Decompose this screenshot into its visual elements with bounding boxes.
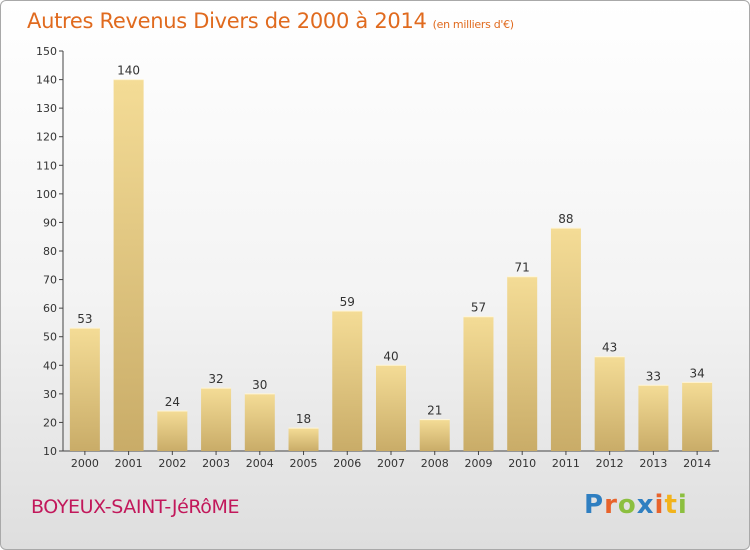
- y-tick-label: 30: [43, 388, 57, 401]
- y-tick-label: 40: [43, 359, 57, 372]
- y-tick-label: 80: [43, 245, 57, 258]
- proxiti-logo[interactable]: Proxiti: [584, 490, 688, 520]
- x-tick-label: 2002: [158, 457, 186, 470]
- x-tick-label: 2001: [115, 457, 143, 470]
- x-tick-label: 2010: [508, 457, 536, 470]
- y-tick-label: 120: [36, 131, 57, 144]
- y-tick-label: 20: [43, 416, 57, 429]
- y-tick-label: 10: [43, 445, 57, 458]
- y-tick-label: 90: [43, 216, 57, 229]
- bar: [157, 411, 188, 451]
- bar-value-label: 33: [646, 369, 661, 383]
- y-tick-label: 150: [36, 45, 57, 58]
- town-name: BOYEUX-SAINT-JéRôME: [31, 496, 240, 518]
- bar: [507, 276, 538, 451]
- bar-value-label: 24: [165, 395, 180, 409]
- bar: [201, 388, 232, 451]
- x-tick-label: 2013: [639, 457, 667, 470]
- bar: [550, 228, 581, 451]
- bar-value-label: 140: [117, 64, 140, 78]
- bar: [332, 311, 363, 451]
- bar-value-label: 71: [515, 261, 530, 275]
- chart-title-text: Autres Revenus Divers de 2000 à 2014: [27, 9, 427, 33]
- chart-unit: (en milliers d'€): [432, 18, 514, 31]
- bar: [244, 393, 275, 451]
- y-tick-label: 110: [36, 159, 57, 172]
- bar: [638, 385, 669, 451]
- bar-value-label: 18: [296, 412, 311, 426]
- bar-value-label: 59: [340, 295, 355, 309]
- y-tick-label: 50: [43, 331, 57, 344]
- bar: [113, 79, 144, 452]
- logo-letter: i: [654, 490, 665, 520]
- y-tick-label: 60: [43, 302, 57, 315]
- bar: [682, 382, 713, 451]
- bar-value-label: 57: [471, 301, 486, 315]
- bar: [69, 328, 100, 451]
- bar-value-label: 88: [558, 212, 573, 226]
- x-tick-label: 2007: [377, 457, 405, 470]
- logo-letter: P: [584, 490, 605, 520]
- x-tick-label: 2008: [421, 457, 449, 470]
- bar-value-label: 32: [208, 372, 223, 386]
- bar: [594, 356, 625, 451]
- bar-value-label: 34: [689, 366, 704, 380]
- bar-value-label: 40: [383, 349, 398, 363]
- bar: [419, 419, 450, 451]
- bar: [463, 316, 494, 451]
- y-tick-label: 140: [36, 74, 57, 87]
- logo-letter: o: [617, 490, 637, 520]
- bar-value-label: 30: [252, 378, 267, 392]
- y-tick-label: 100: [36, 188, 57, 201]
- bar: [288, 428, 319, 451]
- y-tick-label: 70: [43, 274, 57, 287]
- bar-value-label: 21: [427, 404, 442, 418]
- logo-letter: i: [677, 490, 688, 520]
- x-tick-label: 2011: [552, 457, 580, 470]
- logo-letter: x: [636, 490, 655, 520]
- bar-value-label: 53: [77, 312, 92, 326]
- bar-value-label: 43: [602, 341, 617, 355]
- logo-letter: t: [664, 490, 678, 520]
- chart-title: Autres Revenus Divers de 2000 à 2014 (en …: [27, 9, 514, 33]
- x-tick-label: 2009: [464, 457, 492, 470]
- y-tick-label: 130: [36, 102, 57, 115]
- x-tick-label: 2004: [246, 457, 274, 470]
- x-tick-label: 2003: [202, 457, 230, 470]
- bar: [376, 365, 406, 451]
- x-tick-label: 2014: [683, 457, 711, 470]
- logo-letter: r: [604, 490, 618, 520]
- x-tick-label: 2005: [290, 457, 318, 470]
- x-tick-label: 2000: [71, 457, 99, 470]
- x-tick-label: 2012: [596, 457, 624, 470]
- x-tick-label: 2006: [333, 457, 361, 470]
